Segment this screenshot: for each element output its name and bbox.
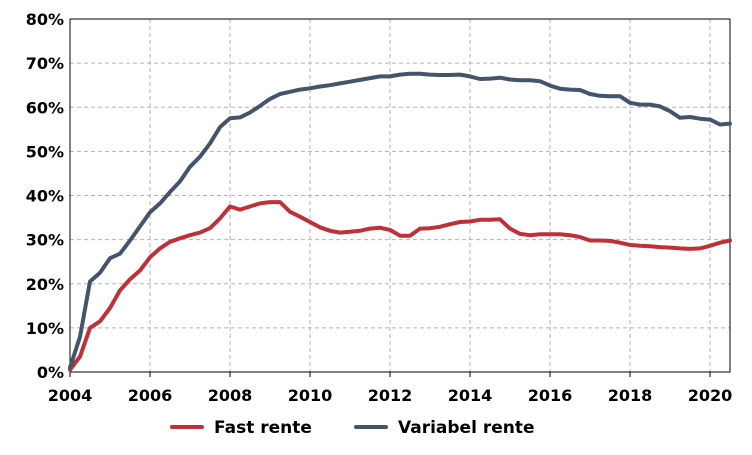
- legend: Fast rente Variabel rente: [170, 418, 535, 438]
- y-tick-label: 50%: [26, 142, 64, 161]
- x-tick-label: 2020: [688, 386, 733, 405]
- y-tick-label: 60%: [26, 98, 64, 117]
- series-lines: [68, 71, 732, 372]
- axes: [69, 18, 731, 377]
- y-tick-label: 20%: [26, 275, 64, 294]
- y-tick-label: 80%: [26, 10, 64, 29]
- x-tick-label: 2012: [368, 386, 413, 405]
- x-tick-label: 2006: [128, 386, 173, 405]
- series-line-fast-rente: [68, 200, 732, 372]
- y-tick-label: 0%: [37, 363, 64, 382]
- series-line-variabel-rente: [68, 71, 732, 370]
- x-tick-label: 2008: [208, 386, 253, 405]
- y-tick-label: 70%: [26, 54, 64, 73]
- legend-label: Variabel rente: [398, 418, 535, 438]
- x-tick-label: 2014: [448, 386, 493, 405]
- y-tick-label: 40%: [26, 187, 64, 206]
- plot-frame: [69, 18, 731, 373]
- y-tick-label: 10%: [26, 319, 64, 338]
- x-tick-label: 2010: [288, 386, 333, 405]
- x-tick-label: 2016: [528, 386, 573, 405]
- x-tick-label: 2004: [48, 386, 93, 405]
- x-tick-label: 2018: [608, 386, 653, 405]
- tick-labels: 0% 10% 20% 30% 40% 50% 60% 70% 80% 2004 2006 2008 20…: [26, 10, 733, 405]
- y-tick-label: 30%: [26, 231, 64, 250]
- legend-label: Fast rente: [214, 418, 312, 438]
